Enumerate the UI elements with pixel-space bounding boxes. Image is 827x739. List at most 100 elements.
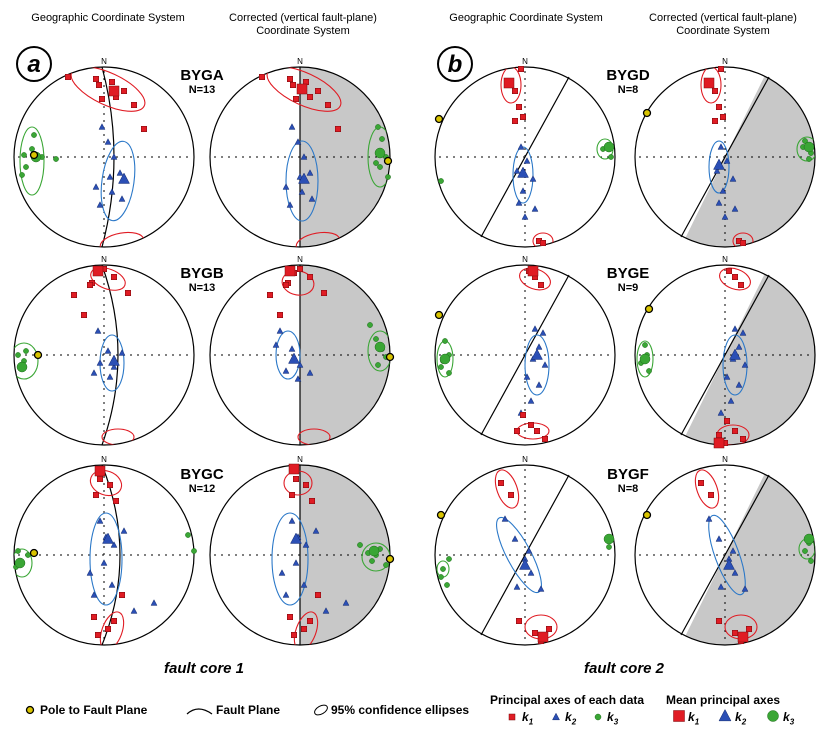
k2-marker <box>723 373 731 380</box>
fault-shade <box>300 465 390 645</box>
k1-marker <box>503 77 515 89</box>
k1-marker <box>93 76 99 82</box>
legend-symbols <box>25 704 779 722</box>
fault-plane-trace <box>480 474 570 636</box>
primitive-circle <box>434 464 616 646</box>
confidence-ellipse-k1 <box>293 611 319 645</box>
fault-core-1-label: fault core 1 <box>164 660 245 677</box>
confidence-ellipse-k2 <box>708 140 730 194</box>
k2-sub: 2 <box>571 717 577 727</box>
k3-marker <box>21 152 27 158</box>
k1-marker <box>538 282 544 288</box>
k2-marker <box>110 363 118 370</box>
k1-marker <box>518 66 524 72</box>
header-corrected-line1: Corrected (vertical fault-plane) <box>649 12 797 24</box>
k2-marker <box>104 347 112 354</box>
confidence-ellipse-k1 <box>101 428 135 445</box>
confidence-ellipse-k2 <box>285 140 319 222</box>
k2-marker <box>312 527 320 534</box>
k2-marker <box>717 409 725 416</box>
k3-marker <box>806 156 812 162</box>
k2-marker <box>282 591 290 598</box>
primitive-circle <box>434 264 616 446</box>
k2-marker <box>296 361 304 368</box>
k2-marker <box>288 517 296 524</box>
legend-pole-label: Pole to Fault Plane <box>40 703 148 717</box>
k1-marker <box>321 290 327 296</box>
confidence-ellipse-k3 <box>14 342 39 380</box>
k2-marker <box>517 143 525 150</box>
pole-marker <box>642 108 652 118</box>
fault-shade <box>300 265 390 445</box>
header-geographic-b: Geographic Coordinate System <box>449 12 603 24</box>
k1-marker <box>283 282 289 288</box>
k3-marker <box>438 574 444 580</box>
k1-marker <box>81 312 87 318</box>
site-count: N=8 <box>617 483 639 495</box>
k1-letter: k <box>688 710 695 724</box>
legend-fault-plane-label: Fault Plane <box>216 703 281 717</box>
k1-marker <box>712 118 718 124</box>
k2-marker <box>535 343 543 350</box>
k3-marker <box>191 548 197 554</box>
k2-marker <box>731 569 739 576</box>
k2-marker <box>531 348 543 360</box>
k3-marker <box>185 532 191 538</box>
k2-marker <box>298 172 310 184</box>
primitive-circle <box>13 66 195 248</box>
fault-plane-legend-icon <box>186 708 213 715</box>
k1-marker <box>726 268 732 274</box>
k2-marker <box>300 153 308 160</box>
k3-marker <box>357 542 363 548</box>
k2-marker <box>713 158 725 170</box>
k2-marker <box>717 143 725 150</box>
k2-marker <box>541 361 549 368</box>
k1-marker <box>95 632 101 638</box>
k1-marker <box>109 79 115 85</box>
k2-marker <box>308 195 316 202</box>
k1-marker <box>520 412 526 418</box>
k2-marker <box>519 558 531 570</box>
k2-marker <box>98 123 106 130</box>
confidence-ellipse-k1 <box>89 469 123 497</box>
fault-shade-group <box>300 265 390 445</box>
legend-each-data-title: Principal axes of each data <box>490 693 645 707</box>
primitive-circle <box>634 464 816 646</box>
k2-marker <box>729 348 741 360</box>
k1-marker <box>290 82 296 88</box>
confidence-ellipse-k2 <box>271 512 309 606</box>
k2-marker <box>719 187 727 194</box>
ellipse-legend-icon <box>314 704 328 716</box>
k1-marker <box>712 88 718 94</box>
k1-marker <box>724 418 730 424</box>
k1-marker <box>284 265 296 277</box>
confidence-ellipse-k2 <box>496 516 542 594</box>
k2-marker <box>529 175 537 182</box>
k1-marker <box>113 498 119 504</box>
k1-marker <box>296 83 308 95</box>
legend-k3-mean: k3 <box>783 710 794 726</box>
k2-marker <box>729 547 737 554</box>
pole-marker <box>29 150 39 160</box>
k2-marker <box>515 199 523 206</box>
k1-marker <box>720 114 726 120</box>
k1-marker <box>542 436 548 442</box>
north-label: N <box>722 255 728 264</box>
k1-marker <box>94 465 106 477</box>
confidence-ellipses <box>14 267 135 445</box>
k2-marker <box>120 527 128 534</box>
fault-plane-trace <box>680 76 770 238</box>
k1-marker <box>516 104 522 110</box>
k2-marker <box>527 397 535 404</box>
k2-marker <box>110 153 118 160</box>
k2-marker <box>102 532 114 544</box>
site-name: BYGD <box>606 67 650 84</box>
k2-marker <box>729 175 737 182</box>
k3-marker <box>15 352 21 358</box>
k1-marker <box>259 74 265 80</box>
k1-marker <box>307 618 313 624</box>
k1-marker <box>325 102 331 108</box>
confidence-ellipses <box>275 270 390 445</box>
k3-marker <box>438 364 444 370</box>
